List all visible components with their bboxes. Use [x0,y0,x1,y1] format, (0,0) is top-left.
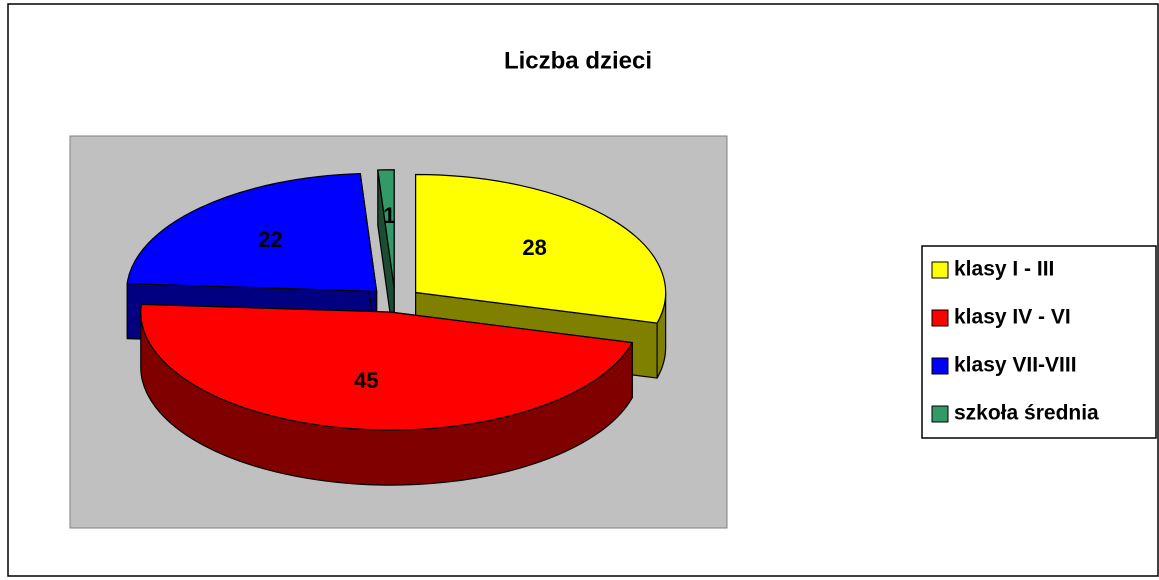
data-label: 1 [383,203,395,228]
legend-swatch [931,405,949,423]
legend-label: szkoła średnia [954,402,1099,425]
slice-top [126,172,378,292]
data-label: 45 [354,368,378,393]
legend-swatch [931,357,949,375]
legend-swatch [931,261,949,279]
legend-label: klasy IV - VI [954,306,1071,329]
chart-title: Liczba dzieci [504,47,652,74]
slice-top [377,169,395,289]
slice-top [140,303,633,431]
data-label: 22 [258,227,282,252]
legend-swatch [931,309,949,327]
legend-box [921,245,1157,439]
slice-top [415,173,667,324]
legend-label: klasy VII-VIII [954,354,1077,377]
legend-label: klasy I - III [954,258,1054,281]
data-label: 28 [522,235,546,260]
